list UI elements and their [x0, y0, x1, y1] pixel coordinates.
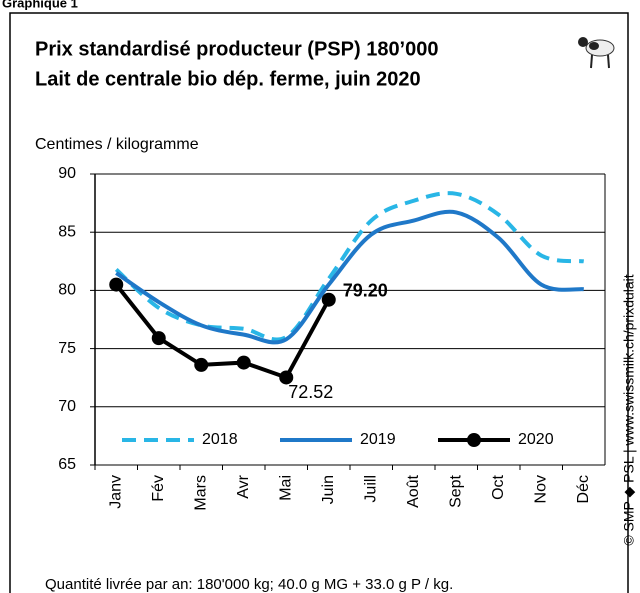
frame	[9, 12, 629, 593]
value-label: 79.20	[343, 280, 388, 300]
x-tick-label: Août	[405, 474, 422, 507]
x-tick-label: Sept	[447, 474, 464, 507]
x-tick-label: Mai	[277, 475, 294, 501]
x-tick-label: Mars	[192, 475, 209, 511]
y-tick-label: 75	[58, 340, 76, 357]
x-tick-label: Avr	[235, 474, 252, 498]
line-2020	[114, 283, 331, 380]
page-label: Graphique 1	[2, 0, 78, 10]
marker	[151, 331, 166, 346]
legend-label: 2018	[202, 431, 238, 448]
legend-label: 2019	[360, 431, 396, 448]
source: © SMP ◆ PSL | www.swissmilk.ch/prixdulai…	[621, 274, 637, 545]
cow-icon	[578, 37, 615, 69]
legend-marker	[467, 433, 481, 447]
marker	[194, 357, 209, 372]
chart-title: Prix standardisé producteur (PSP) 180’00…	[35, 38, 439, 60]
y-tick-label: 65	[58, 456, 76, 473]
marker	[236, 355, 251, 370]
x-tick-label: Janv	[107, 475, 124, 509]
line-2019	[115, 209, 584, 345]
y-axis-label: Centimes / kilogramme	[35, 136, 199, 153]
marker	[109, 277, 124, 292]
legend-label: 2020	[518, 431, 554, 448]
y-tick-label: 80	[58, 282, 76, 299]
x-tick-label: Fév	[150, 475, 167, 502]
y-tick-label: 90	[58, 165, 76, 182]
footnote: Quantité livrée par an: 180'000 kg; 40.0…	[45, 576, 453, 593]
marker	[279, 370, 294, 385]
value-label: 72.52	[288, 382, 333, 402]
x-tick-label: Oct	[490, 474, 507, 499]
x-tick-label: Juin	[320, 475, 337, 504]
x-tick-label: Juill	[362, 475, 379, 503]
marker	[321, 292, 336, 307]
y-tick-label: 85	[58, 223, 76, 240]
x-tick-label: Déc	[575, 475, 592, 503]
y-tick-label: 70	[58, 398, 76, 415]
chart-subtitle: Lait de centrale bio dép. ferme, juin 20…	[35, 68, 421, 90]
x-tick-label: Nov	[532, 475, 549, 503]
